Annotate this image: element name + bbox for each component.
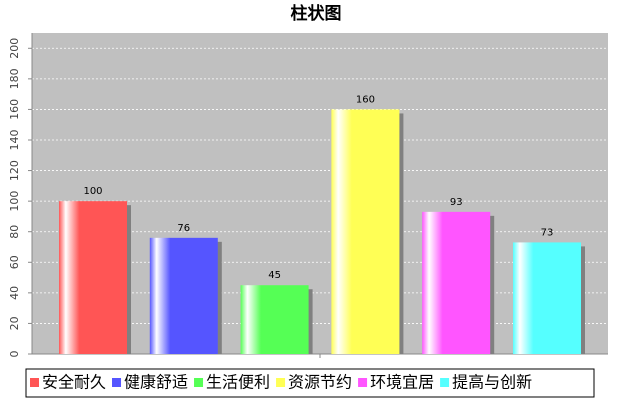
value-label: 73 — [541, 227, 554, 238]
y-tick-label: 180 — [8, 68, 21, 89]
legend-label: 资源节约 — [288, 373, 352, 392]
legend-label: 提高与创新 — [452, 373, 532, 392]
legend-label: 生活便利 — [206, 373, 270, 392]
bar — [513, 242, 581, 354]
value-label: 93 — [450, 197, 463, 208]
y-tick-label: 40 — [8, 286, 21, 300]
legend-swatch — [30, 378, 39, 387]
bar — [149, 237, 218, 354]
y-tick-label: 0 — [8, 351, 21, 358]
legend-swatch — [112, 378, 122, 387]
y-tick-label: 200 — [8, 38, 21, 59]
legend-swatch — [440, 378, 450, 387]
value-label: 160 — [356, 94, 375, 105]
chart-title: 柱状图 — [291, 3, 342, 24]
y-tick-label: 120 — [8, 160, 21, 181]
bar — [240, 285, 309, 354]
y-tick-label: 20 — [8, 316, 21, 330]
bar — [59, 201, 127, 354]
bar — [331, 109, 400, 354]
value-label: 100 — [83, 186, 102, 197]
y-tick-label: 80 — [8, 225, 21, 239]
legend-label: 健康舒适 — [124, 373, 188, 392]
legend-swatch — [194, 378, 204, 387]
y-tick-label: 140 — [8, 130, 21, 151]
bar — [422, 211, 491, 354]
legend-swatch — [276, 378, 286, 387]
y-tick-label: 160 — [8, 99, 21, 120]
legend-label: 安全耐久 — [42, 373, 106, 392]
legend-label: 环境宜居 — [370, 373, 434, 392]
value-label: 45 — [268, 270, 281, 281]
y-tick-label: 60 — [8, 255, 21, 269]
value-label: 76 — [177, 223, 190, 234]
legend-swatch — [358, 378, 368, 387]
y-tick-label: 100 — [8, 191, 21, 212]
